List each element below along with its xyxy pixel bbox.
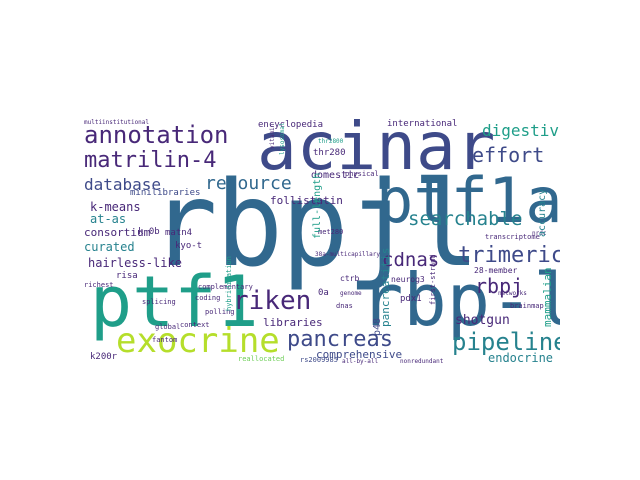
word-kyo-t: kyo-t [175, 241, 203, 251]
word-effort: effort [472, 143, 545, 167]
word-matn4: matn4 [165, 228, 193, 238]
word-resource: resource [205, 173, 292, 194]
word-endocrine: endocrine [488, 351, 554, 365]
word-pancreas: pancreas [287, 327, 393, 352]
word-brainmap: brainmap [510, 302, 544, 310]
word-28-member: 28-member [474, 266, 518, 275]
word-thr280: thr280 [313, 148, 346, 158]
word-polling: polling [205, 308, 235, 316]
word-neurog3: neurog3 [391, 275, 425, 284]
word-rbpj: rbpj [475, 274, 524, 298]
word-risa: risa [116, 271, 138, 281]
word-annotation: annotation [84, 121, 229, 149]
word-pdx1: pdx1 [400, 294, 422, 304]
word-at-as: at-as [90, 212, 127, 226]
word-k-means: k-means [90, 200, 141, 214]
word-multiinstitutional: multiinstitutional [84, 119, 150, 126]
word-cdnas: cdnas [382, 249, 440, 271]
word-database: database [84, 175, 162, 194]
word-38a: 38a-multicapillary [315, 251, 381, 258]
word-follistatin: follistatin [270, 194, 343, 207]
word-mammalian: mammalian [541, 267, 554, 327]
word-thr2800: thr2800 [318, 138, 344, 145]
word-ptf1: ptf1 [90, 261, 259, 343]
word-fantom: fantom [152, 336, 178, 344]
word-first-strand: first-strand [429, 254, 437, 305]
word-splicing: splicing [142, 298, 176, 306]
word-rbpjl: rbpjl [150, 155, 480, 293]
word-physical: physical [345, 170, 379, 178]
word-met280: met280 [318, 228, 344, 236]
word-exocrine: exocrine [116, 321, 280, 361]
word-international: international [387, 119, 458, 129]
word-rs2009985: rs2009985 [300, 356, 338, 364]
word-curated: curated [84, 240, 135, 254]
word-hybridization: hybridization [225, 256, 233, 311]
word-genome: genome [340, 290, 362, 297]
word-consortium: consortium [84, 226, 151, 239]
word-reallocated: reallocated [238, 355, 285, 363]
word-coding: coding [195, 294, 221, 302]
word-nonredundant: nonredundant [400, 358, 444, 365]
word-lysosomal: lysosomal [279, 122, 286, 155]
word-richest: richest [84, 281, 114, 289]
word-matrilin-4: matrilin-4 [84, 148, 217, 173]
word-comprehensive: comprehensive [316, 348, 403, 361]
word-vitamin: vitamin [269, 123, 276, 149]
word-networks: networks [498, 290, 527, 297]
word-pancreatitis: pancreatitis [379, 247, 392, 327]
word-p48: p48 [372, 317, 383, 336]
word-complementary: complementary [198, 283, 253, 291]
word-trimeric: trimeric [458, 243, 560, 268]
word-dnas: dnas [336, 302, 353, 310]
word-shotgun: shotgun [455, 313, 510, 328]
word-hairless-like: hairless-like [88, 256, 182, 270]
word-ctrb: ctrb [340, 274, 360, 283]
word-0a: 0a [318, 288, 329, 298]
word-rbp-l: rbp-l [360, 258, 560, 342]
word-minilibraries: minilibraries [130, 188, 201, 198]
word-nrdc: nrdc [532, 230, 547, 237]
word-k200r: k200r [90, 352, 118, 362]
word-searchable: searchable [408, 208, 523, 230]
word-pipeline: pipeline [452, 328, 560, 356]
word-cloud: rbpjl acinar ptf1a rbp-l ptf1 exocrine a… [80, 109, 560, 369]
word-full-length: full-length [312, 172, 323, 239]
word-global: global [155, 323, 181, 331]
word-all-by-all: all-by-all [342, 358, 379, 365]
word-ptf1a: ptf1a [376, 164, 560, 237]
word-context: context [180, 321, 210, 329]
word-encyclopedia: encyclopedia [258, 120, 324, 130]
word-acinar: acinar [257, 109, 496, 185]
word-libraries: libraries [263, 316, 323, 329]
word-accuracy: accuracy [537, 188, 548, 237]
word-k0b: k 0b [138, 227, 160, 237]
word-domestic: domestic [311, 170, 360, 181]
word-transcriptome: transcriptome [485, 233, 540, 241]
word-riken: riken [233, 286, 312, 316]
